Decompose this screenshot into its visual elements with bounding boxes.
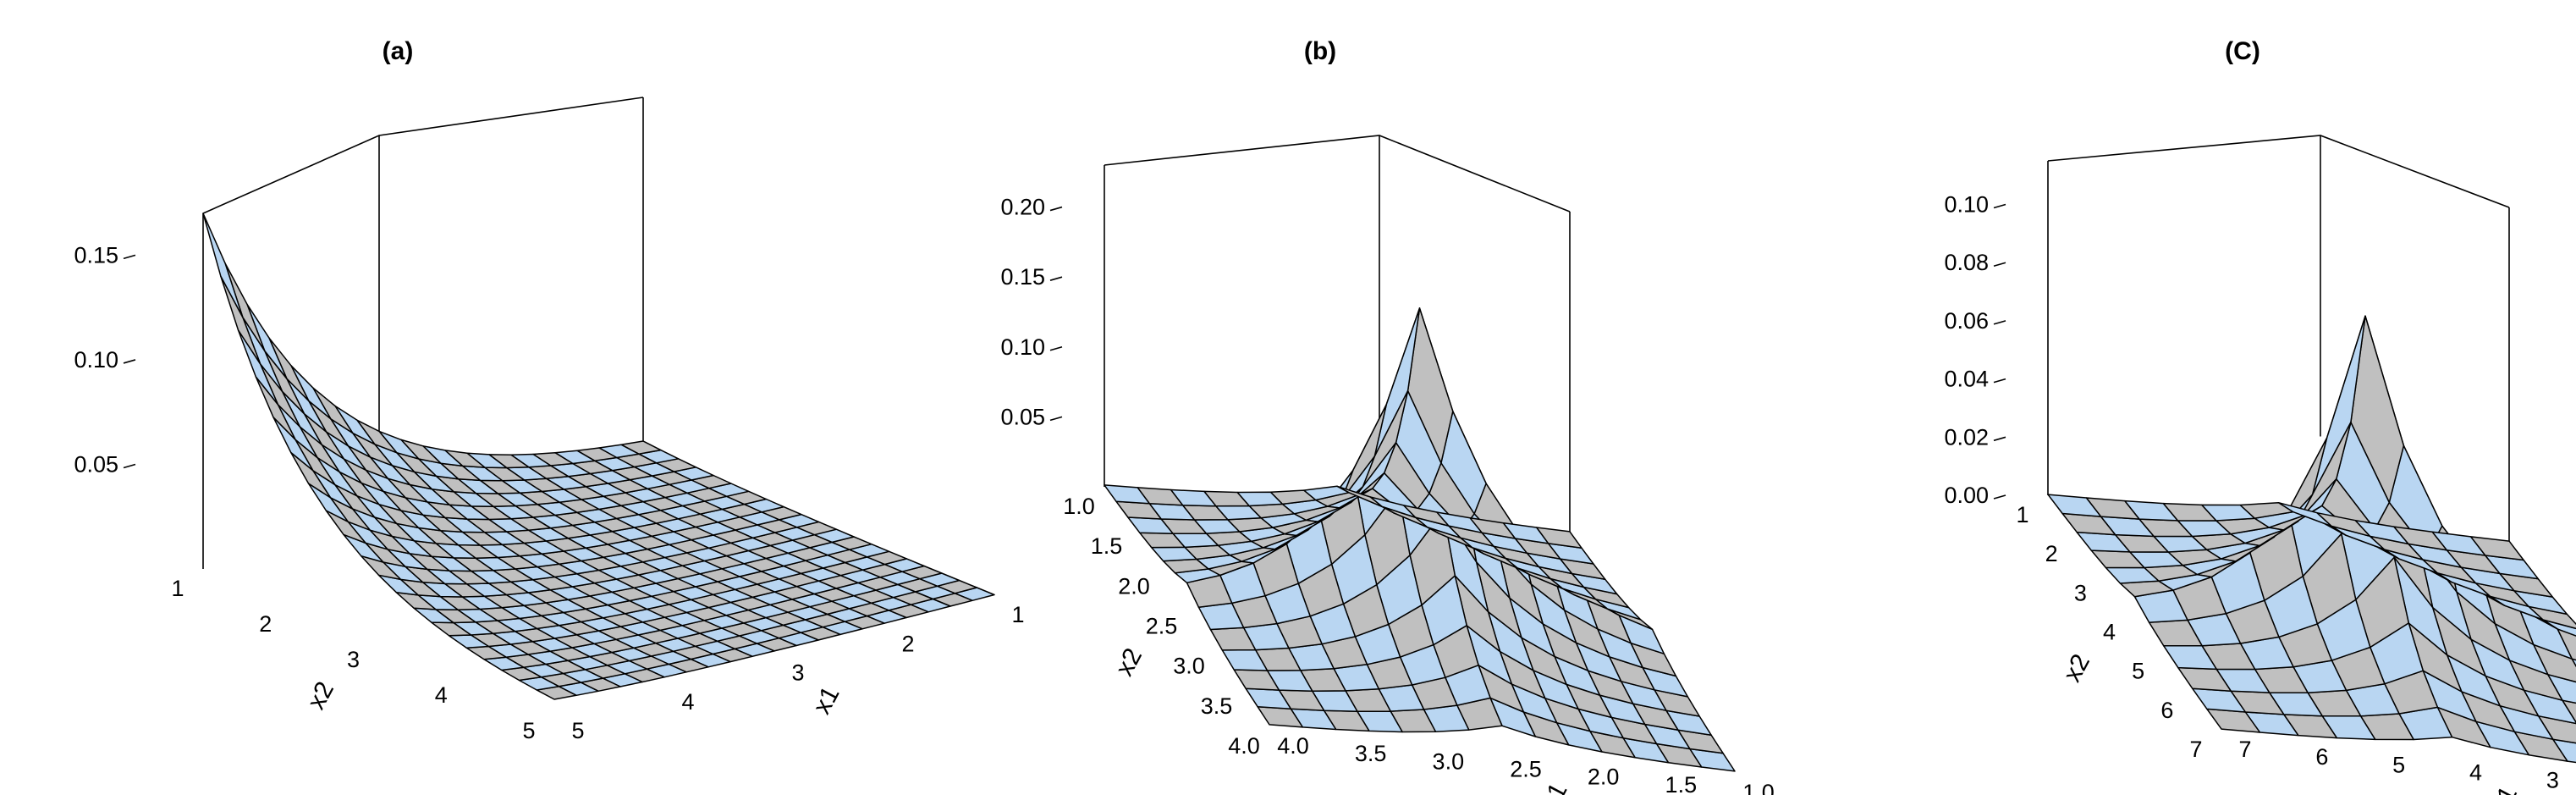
z-tick xyxy=(1049,276,1063,281)
z-tick xyxy=(1049,346,1063,351)
z-tick xyxy=(123,463,136,469)
z-tick xyxy=(1049,206,1063,212)
z-tick xyxy=(1993,320,2006,325)
x2-tick-label: 1.5 xyxy=(1091,533,1123,559)
x2-tick-label: 3.5 xyxy=(1201,693,1233,719)
z-tick-label: 0.04 xyxy=(1944,367,1989,392)
z-axis: 0.05 0.10 0.15 0.20 xyxy=(1000,195,1063,429)
x1-axis-label: x1 xyxy=(2485,781,2523,795)
x2-tick-label: 1 xyxy=(2016,502,2028,527)
z-tick-label: 0.10 xyxy=(74,347,118,373)
surface-plot-c: (C) 0.000.020.040.060.080.101234567x2123… xyxy=(1944,37,2576,795)
surface-plot-a: (a) 0.05 0.10 0.15 1 2 3 4 5 x2 1 2 3 4 5 x1 xyxy=(74,37,1024,743)
surface-facet xyxy=(202,213,244,318)
x1-tick-label: 3 xyxy=(791,660,804,686)
z-tick-label: 0.10 xyxy=(1944,192,1989,218)
box-top-edge xyxy=(1104,135,1571,213)
x1-tick-label: 3 xyxy=(2546,768,2559,793)
x2-tick-label: 2.5 xyxy=(1146,614,1178,639)
z-tick xyxy=(1993,203,2006,209)
x1-axis: 1.01.52.02.53.03.54.0x1 xyxy=(1277,733,1775,795)
x2-tick-label: 1 xyxy=(171,576,184,601)
x2-tick-label: 4.0 xyxy=(1228,733,1260,759)
x2-tick-label: 6 xyxy=(2160,698,2173,723)
panel-title-b: (b) xyxy=(1304,37,1336,65)
z-axis: 0.00 0.02 0.04 0.06 0.08 0.10 xyxy=(1944,192,2006,508)
x2-axis-label: x2 xyxy=(302,677,339,714)
x2-tick-label: 5 xyxy=(2132,659,2144,684)
z-tick-label: 0.10 xyxy=(1000,334,1045,360)
x2-tick-label: 2.0 xyxy=(1118,573,1150,599)
x2-tick-label: 3 xyxy=(2074,580,2087,605)
z-tick xyxy=(1049,416,1063,422)
z-tick xyxy=(1993,494,2006,500)
x1-tick-label: 3.5 xyxy=(1355,741,1387,766)
z-tick xyxy=(123,254,136,260)
z-tick-label: 0.15 xyxy=(74,242,118,268)
z-tick xyxy=(1993,262,2006,267)
surface-mesh xyxy=(1104,307,1736,772)
panel-title-c: (C) xyxy=(2225,37,2260,65)
x2-tick-label: 7 xyxy=(2189,737,2202,762)
z-tick xyxy=(1993,436,2006,442)
bounding-box xyxy=(2047,135,2510,542)
z-tick-label: 0.00 xyxy=(1944,483,1989,508)
x2-tick-label: 3.0 xyxy=(1173,654,1205,679)
x1-tick-label: 3.0 xyxy=(1433,748,1465,774)
x1-tick-label: 4.0 xyxy=(1277,733,1309,759)
bounding-box xyxy=(1104,135,1571,533)
surface-plot-b: (b) 0.05 0.10 0.15 0.20 1.0 1.5 2.0 2.5 3.0 3.5 4.… xyxy=(1000,37,1774,795)
x2-axis-label: x2 xyxy=(2058,649,2095,686)
z-tick-label: 0.05 xyxy=(74,451,118,477)
x1-axis-label: x1 xyxy=(808,682,845,718)
surface-facet xyxy=(1104,484,1150,505)
z-tick xyxy=(1993,378,2006,384)
x2-tick-label: 1.0 xyxy=(1063,494,1095,519)
x1-tick-label: 1.0 xyxy=(1742,780,1775,795)
z-tick-label: 0.20 xyxy=(1000,195,1045,220)
z-tick-label: 0.06 xyxy=(1944,308,1989,334)
z-tick xyxy=(123,359,136,364)
bounding-box xyxy=(202,97,644,569)
z-axis: 0.05 0.10 0.15 xyxy=(74,242,136,477)
panel-title-a: (a) xyxy=(383,37,414,65)
z-tick-label: 0.15 xyxy=(1000,264,1045,290)
x1-tick-label: 2.0 xyxy=(1588,765,1620,790)
box-top-edge xyxy=(2047,135,2510,208)
x2-tick-label: 4 xyxy=(2103,620,2116,645)
x1-tick-label: 1 xyxy=(1011,602,1024,627)
z-tick-label: 0.05 xyxy=(1000,404,1045,429)
x2-tick-label: 5 xyxy=(522,718,535,743)
x2-tick-label: 2 xyxy=(2045,541,2058,566)
z-tick-label: 0.02 xyxy=(1944,424,1989,450)
surface-facet xyxy=(2047,494,2102,517)
x2-tick-label: 4 xyxy=(435,682,448,708)
x2-tick-label: 2 xyxy=(259,611,272,637)
x2-axis-label: x2 xyxy=(1110,643,1148,680)
x1-tick-label: 5 xyxy=(571,718,584,743)
x1-tick-label: 2 xyxy=(901,631,914,656)
x1-tick-label: 4 xyxy=(681,689,694,715)
x1-tick-label: 4 xyxy=(2469,760,2482,786)
z-tick-label: 0.08 xyxy=(1944,250,1989,275)
surface-mesh xyxy=(2047,315,2576,764)
x1-tick-label: 2.5 xyxy=(1510,757,1542,782)
x1-tick-label: 6 xyxy=(2315,744,2328,770)
surface-mesh xyxy=(202,213,995,700)
box-top-edge xyxy=(202,97,644,214)
x1-tick-label: 5 xyxy=(2392,752,2405,777)
x1-tick-label: 7 xyxy=(2238,737,2251,762)
x2-tick-label: 3 xyxy=(347,647,360,672)
x1-tick-label: 1.5 xyxy=(1665,772,1698,795)
